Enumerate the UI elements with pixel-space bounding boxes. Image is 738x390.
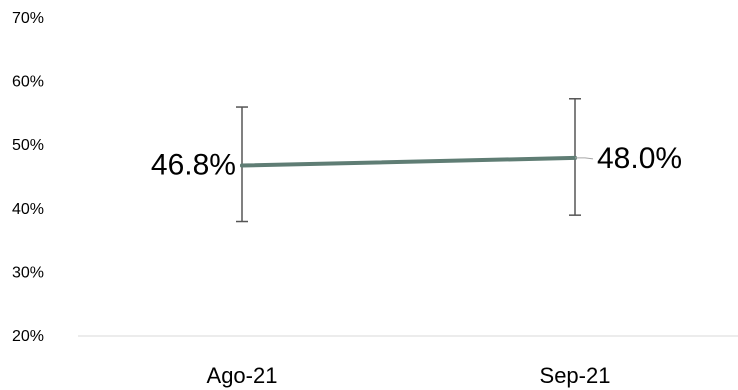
data-point — [240, 163, 244, 168]
y-tick-label: 70% — [12, 10, 44, 27]
series-line — [240, 155, 577, 168]
plot-area: 46.8% 48.0% — [151, 98, 682, 223]
x-axis: Ago-21 Sep-21 — [207, 363, 611, 388]
data-label: 46.8% — [151, 149, 236, 182]
x-tick-label: Ago-21 — [207, 363, 278, 388]
data-label: 48.0% — [597, 142, 682, 175]
y-tick-label: 20% — [12, 328, 44, 345]
y-tick-label: 40% — [12, 201, 44, 218]
y-axis: 20% 30% 40% 50% 60% 70% — [12, 10, 44, 345]
y-tick-label: 30% — [12, 264, 44, 281]
label-leader-line — [575, 157, 594, 160]
y-tick-label: 60% — [12, 74, 44, 91]
x-tick-label: Sep-21 — [540, 363, 611, 388]
y-tick-label: 50% — [12, 137, 44, 154]
